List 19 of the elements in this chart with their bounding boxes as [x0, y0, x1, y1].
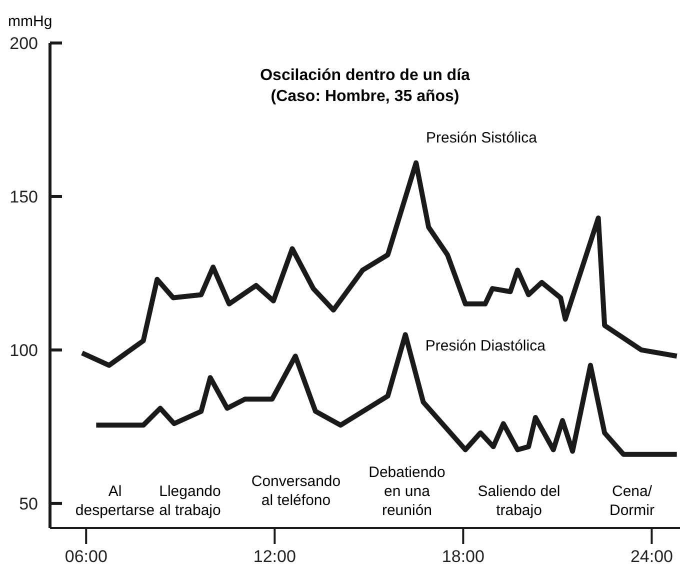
annotation: Debatiendo en una reunión	[368, 464, 446, 519]
series-label: Presión Diastólica	[425, 338, 546, 355]
y-tick-label: 150	[10, 187, 38, 206]
annotation: Llegando al trabajo	[159, 483, 221, 519]
x-tick-label: 06:00	[64, 547, 108, 566]
text: (Caso: Hombre, 35 años)	[270, 88, 460, 105]
y-axis-title: mmHg	[8, 13, 52, 30]
x-tick-label: 18:00	[442, 547, 484, 566]
x-tick-label: 12:00	[253, 547, 296, 566]
y-tick-label: 100	[10, 340, 38, 360]
series-label: Presión Sistólica	[426, 130, 538, 147]
x-tick-label: 24:00	[630, 547, 673, 566]
text: Oscilación dentro de un día	[260, 67, 470, 84]
annotation: Cena/ Dormir	[610, 483, 654, 519]
y-tick-label: 200	[10, 34, 38, 53]
annotation: Conversando al teléfono	[251, 473, 341, 509]
annotation: Saliendo del trabajo	[478, 483, 560, 519]
annotation: Al despertarse	[75, 483, 155, 519]
y-tick-label: 50	[19, 494, 38, 514]
